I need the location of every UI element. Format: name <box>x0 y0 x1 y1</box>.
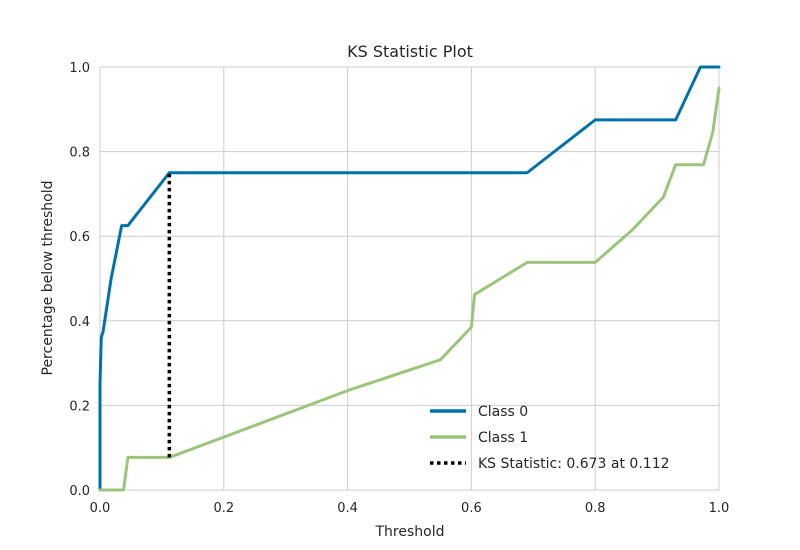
x-tick-label: 0.2 <box>213 501 234 516</box>
plot-area <box>99 66 720 491</box>
y-tick-label: 0.0 <box>69 484 90 499</box>
tick-labels: 0.0 0.2 0.4 0.6 0.8 1.0 0.0 0.2 0.4 0.6 0.8 1.0 <box>69 61 729 516</box>
y-tick-label: 0.8 <box>69 146 90 161</box>
legend-label: Class 1 <box>478 430 528 446</box>
series-lines <box>98 65 721 492</box>
y-tick-label: 0.6 <box>69 230 90 245</box>
series-line-class-0 <box>98 65 721 492</box>
y-tick-label: 0.2 <box>69 399 90 414</box>
y-tick-label: 0.4 <box>69 315 90 330</box>
x-tick-label: 1.0 <box>709 501 730 516</box>
y-tick-label: 1.0 <box>69 61 90 76</box>
x-tick-label: 0.4 <box>337 501 358 516</box>
x-tick-label: 0.0 <box>90 501 111 516</box>
legend-label: Class 0 <box>478 404 528 420</box>
grid <box>99 66 720 491</box>
x-tick-label: 0.8 <box>585 501 606 516</box>
chart-title: KS Statistic Plot <box>347 42 473 61</box>
series-line-class-1 <box>98 86 721 492</box>
x-axis-label: Threshold <box>375 524 445 540</box>
legend: Class 0 Class 1 KS Statistic: 0.673 at 0.1… <box>430 404 670 472</box>
x-tick-label: 0.6 <box>461 501 482 516</box>
legend-label: KS Statistic: 0.673 at 0.112 <box>478 456 670 472</box>
y-axis-label: Percentage below threshold <box>40 181 56 376</box>
